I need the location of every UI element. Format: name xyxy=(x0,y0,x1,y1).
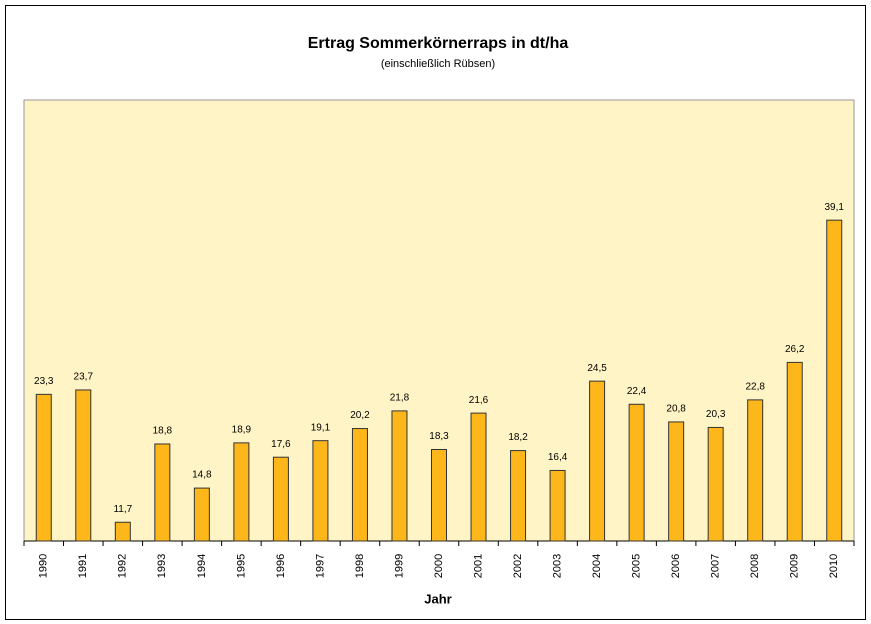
x-tick-label: 2001 xyxy=(472,554,484,578)
data-label: 22,8 xyxy=(745,382,765,393)
x-tick-label: 2010 xyxy=(828,554,840,578)
x-tick-label: 2004 xyxy=(591,554,603,578)
data-label: 23,3 xyxy=(34,376,54,387)
bar xyxy=(549,469,566,542)
x-axis-label: Jahr xyxy=(424,591,451,606)
x-tick-label: 1996 xyxy=(275,554,287,578)
x-tick-label: 2005 xyxy=(631,554,643,578)
data-label: 20,8 xyxy=(666,404,686,415)
bar xyxy=(510,450,527,542)
bar xyxy=(826,219,843,542)
data-label: 18,9 xyxy=(232,425,252,436)
data-label: 21,8 xyxy=(390,393,410,404)
x-tick-label: 1995 xyxy=(235,554,247,578)
data-label: 18,3 xyxy=(429,431,449,442)
bar xyxy=(351,428,368,542)
data-label: 26,2 xyxy=(785,344,805,355)
data-label: 20,3 xyxy=(706,409,726,420)
data-label: 11,7 xyxy=(113,504,132,515)
x-tick-label: 2008 xyxy=(749,554,761,578)
data-label: 21,6 xyxy=(469,395,489,406)
data-label: 23,7 xyxy=(74,372,94,383)
bar xyxy=(391,410,408,542)
bar xyxy=(668,421,685,542)
bar xyxy=(431,448,447,542)
x-tick-label: 1991 xyxy=(77,554,89,578)
bar xyxy=(35,393,52,542)
x-tick-label: 2007 xyxy=(710,554,722,578)
bar xyxy=(707,426,724,542)
x-tick-label: 1998 xyxy=(354,554,366,578)
bar xyxy=(75,389,92,542)
chart-title: Ertrag Sommerkörnerraps in dt/ha xyxy=(308,35,569,52)
data-label: 18,8 xyxy=(153,426,173,437)
data-label: 24,5 xyxy=(587,363,607,374)
bar xyxy=(233,442,250,542)
bar xyxy=(114,521,131,542)
data-label: 17,6 xyxy=(271,439,291,450)
x-tick-label: 1997 xyxy=(314,554,326,578)
data-label: 18,2 xyxy=(508,432,528,443)
x-tick-label: 2009 xyxy=(789,554,801,578)
x-tick-label: 2006 xyxy=(670,554,682,578)
bar xyxy=(272,456,289,542)
x-tick-label: 1993 xyxy=(156,554,168,578)
bar xyxy=(470,412,487,542)
bar xyxy=(589,380,606,542)
data-label: 20,2 xyxy=(350,410,370,421)
x-tick-label: 2003 xyxy=(551,554,563,578)
x-tick-label: 1992 xyxy=(117,554,129,578)
x-tick-label: 1999 xyxy=(393,554,405,578)
x-tick-label: 2000 xyxy=(433,554,445,578)
x-tick-label: 1994 xyxy=(196,554,208,578)
data-label: 19,1 xyxy=(311,422,331,433)
bar xyxy=(193,487,210,542)
bar xyxy=(154,443,171,542)
chart-subtitle: (einschließlich Rübsen) xyxy=(381,58,495,70)
x-tick-label: 2002 xyxy=(512,554,524,578)
bar xyxy=(786,361,803,542)
data-label: 22,4 xyxy=(627,386,647,397)
data-label: 14,8 xyxy=(192,470,212,481)
bar xyxy=(628,403,645,542)
x-tick-label: 1990 xyxy=(38,554,50,578)
data-label: 16,4 xyxy=(548,452,568,463)
data-label: 39,1 xyxy=(825,202,845,213)
bar xyxy=(747,399,764,542)
bar xyxy=(312,440,329,542)
